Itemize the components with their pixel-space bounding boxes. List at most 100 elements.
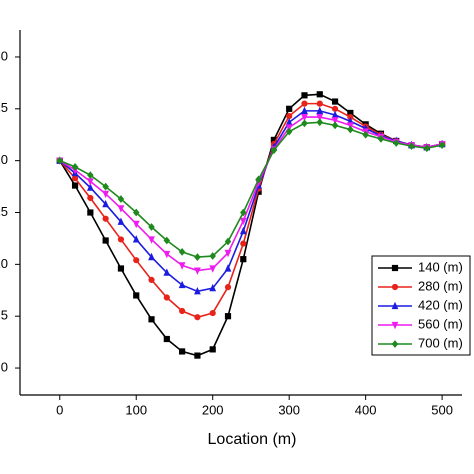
- marker: [71, 162, 79, 171]
- marker: [331, 105, 339, 112]
- series: [56, 118, 446, 261]
- marker: [346, 122, 354, 130]
- marker: [224, 284, 232, 291]
- marker: [194, 267, 201, 275]
- marker: [286, 105, 293, 112]
- marker: [179, 307, 186, 315]
- marker: [240, 208, 247, 217]
- marker: [224, 313, 232, 320]
- marker: [301, 92, 308, 99]
- marker: [301, 119, 308, 128]
- marker: [392, 139, 400, 147]
- marker: [148, 236, 155, 244]
- marker: [347, 125, 354, 134]
- marker: [285, 127, 293, 136]
- legend-label: 560 (m): [418, 316, 463, 331]
- marker: [179, 348, 186, 355]
- legend-label: 280 (m): [418, 278, 463, 293]
- marker: [239, 226, 247, 235]
- marker: [286, 112, 293, 120]
- marker: [209, 283, 217, 292]
- marker: [423, 144, 431, 153]
- marker: [240, 240, 247, 247]
- legend-label: 700 (m): [418, 335, 463, 350]
- marker: [285, 124, 293, 132]
- marker: [316, 114, 324, 122]
- marker: [362, 130, 369, 139]
- marker: [178, 248, 186, 256]
- marker: [194, 314, 201, 321]
- marker: [132, 235, 140, 243]
- y-tick-label: 10: [0, 256, 8, 271]
- marker: [163, 236, 171, 245]
- marker: [194, 287, 201, 295]
- marker: [209, 346, 216, 353]
- y-tick-label: 0: [1, 359, 8, 374]
- x-tick-label: 0: [56, 402, 63, 417]
- marker: [331, 121, 339, 130]
- marker: [148, 316, 155, 323]
- marker: [240, 256, 247, 263]
- y-tick-label: 30: [0, 48, 8, 63]
- marker: [224, 237, 232, 246]
- legend-marker: [391, 264, 399, 272]
- marker: [102, 190, 110, 199]
- legend-label: 420 (m): [418, 297, 463, 312]
- legend-marker: [391, 321, 399, 330]
- marker: [316, 118, 324, 127]
- marker: [270, 146, 278, 155]
- marker: [102, 237, 109, 244]
- marker: [408, 142, 415, 151]
- legend-marker: [391, 340, 399, 348]
- marker: [239, 217, 247, 226]
- marker: [133, 257, 140, 264]
- marker: [117, 195, 125, 203]
- marker: [438, 141, 446, 149]
- marker: [224, 264, 232, 272]
- marker: [102, 199, 110, 208]
- marker: [178, 280, 186, 289]
- marker: [178, 262, 186, 270]
- marker: [117, 265, 125, 272]
- marker: [209, 309, 216, 317]
- marker: [301, 100, 308, 107]
- marker: [255, 175, 262, 184]
- marker: [148, 276, 155, 284]
- marker: [117, 205, 125, 213]
- y-tick-label: 5: [1, 308, 8, 323]
- marker: [316, 100, 323, 107]
- marker: [132, 220, 140, 229]
- marker: [148, 223, 155, 231]
- marker: [301, 114, 308, 122]
- marker: [71, 182, 79, 189]
- marker: [194, 352, 201, 359]
- series-line: [59, 121, 443, 258]
- marker: [56, 156, 64, 165]
- marker: [148, 252, 155, 261]
- x-tick-label: 100: [125, 402, 147, 417]
- legend-marker: [391, 301, 399, 310]
- marker: [316, 106, 324, 114]
- marker: [87, 209, 94, 216]
- marker: [132, 208, 140, 217]
- series-line: [59, 116, 443, 272]
- marker: [301, 106, 308, 114]
- marker: [331, 117, 339, 125]
- marker: [163, 268, 171, 276]
- marker: [163, 250, 171, 259]
- marker: [87, 194, 94, 202]
- x-tick-label: 300: [278, 402, 300, 417]
- marker: [102, 215, 109, 222]
- marker: [117, 236, 125, 243]
- marker: [224, 249, 232, 258]
- marker: [163, 294, 170, 301]
- marker: [86, 183, 94, 191]
- x-tick-label: 200: [202, 402, 224, 417]
- marker: [331, 98, 339, 105]
- marker: [87, 171, 94, 180]
- marker: [71, 175, 79, 182]
- marker: [102, 182, 109, 191]
- marker: [133, 292, 140, 299]
- legend: 140 (m) 280 (m) 420 (m) 560 (m) 700 (m): [371, 255, 471, 356]
